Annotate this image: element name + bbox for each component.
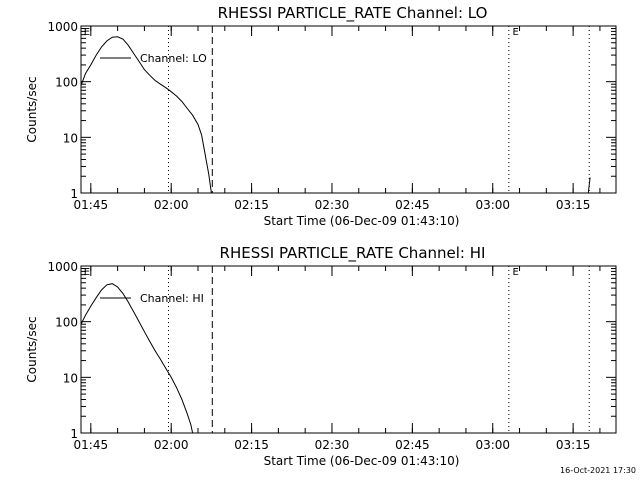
x-tick-label: 02:15 (234, 198, 269, 212)
x-tick-label: 02:45 (395, 438, 430, 452)
legend-label: Channel: HI (140, 292, 204, 305)
chart-panel-0: RHESSI PARTICLE_RATE Channel: LO 1 10 100 10… (25, 4, 617, 228)
chart-panel-1: RHESSI PARTICLE_RATE Channel: HI 1 10 100 10… (25, 244, 617, 468)
y-tick-label: 1000 (47, 260, 78, 274)
y-tick-label: 100 (55, 76, 78, 90)
event-marker-label: E (84, 27, 90, 38)
x-tick-label: 01:45 (74, 438, 109, 452)
x-tick-label: 02:30 (315, 438, 350, 452)
y-tick-label: 1 (70, 427, 78, 441)
series-line (587, 177, 591, 194)
x-tick-label: 01:45 (74, 198, 109, 212)
y-tick-label: 10 (63, 131, 78, 145)
event-marker-label: E (84, 267, 90, 278)
x-tick-label: 03:15 (556, 198, 591, 212)
chart-title: RHESSI PARTICLE_RATE Channel: HI (220, 244, 486, 263)
plot-frame (80, 25, 617, 194)
y-tick-label: 10 (63, 371, 78, 385)
x-tick-label: 02:30 (315, 198, 350, 212)
event-marker-label: E (513, 27, 519, 38)
x-tick-label: 03:00 (475, 438, 510, 452)
y-tick-label: 1000 (47, 20, 78, 34)
x-axis-label: Start Time (06-Dec-09 01:43:10) (264, 214, 460, 228)
x-tick-label: 03:15 (556, 438, 591, 452)
y-axis-label: Counts/sec (25, 316, 39, 382)
y-axis-label: Counts/sec (25, 76, 39, 142)
x-axis-label: Start Time (06-Dec-09 01:43:10) (264, 454, 460, 468)
footer-date-text: 16-Oct-2021 17:30 (560, 466, 636, 475)
y-tick-label: 100 (55, 316, 78, 330)
plot-frame (80, 265, 617, 434)
x-tick-label: 02:15 (234, 438, 269, 452)
x-tick-label: 02:00 (154, 438, 189, 452)
x-tick-label: 02:45 (395, 198, 430, 212)
series-line (80, 36, 212, 194)
footer-date: 16-Oct-2021 17:30 (560, 460, 636, 478)
x-tick-label: 03:00 (475, 198, 510, 212)
chart-title: RHESSI PARTICLE_RATE Channel: LO (218, 4, 488, 23)
x-tick-label: 02:00 (154, 198, 189, 212)
legend-label: Channel: LO (140, 52, 207, 65)
series-line (80, 283, 194, 434)
y-tick-label: 1 (70, 187, 78, 201)
event-marker-label: E (513, 267, 519, 278)
